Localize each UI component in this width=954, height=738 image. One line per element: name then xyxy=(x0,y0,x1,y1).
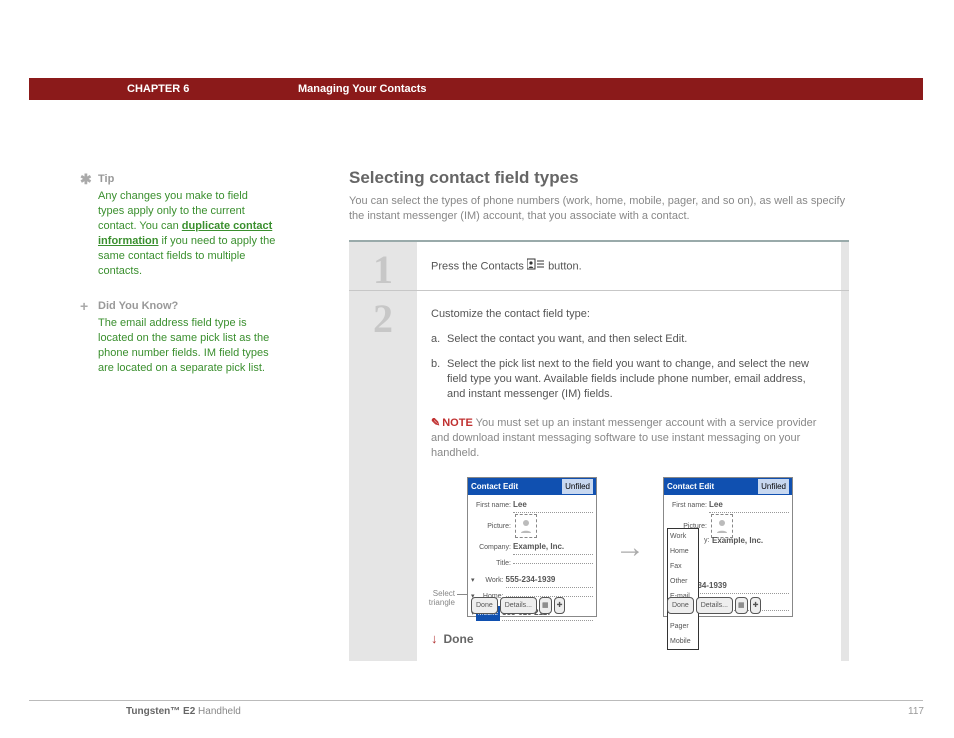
ps-title-val xyxy=(513,563,593,564)
step-1: 1 Press the Contacts button. xyxy=(349,242,849,290)
footer-page: 117 xyxy=(908,706,924,717)
dyk-body: The email address field type is located … xyxy=(98,316,276,376)
ps-plus-btn: ✚ xyxy=(554,597,566,614)
ps-company-lbl: Company: xyxy=(471,540,513,555)
footer-rest: Handheld xyxy=(195,706,241,717)
ps-note-btn-r: ▦ xyxy=(735,597,748,614)
sidebar: ✱ Tip Any changes you make to field type… xyxy=(98,172,276,396)
dd-item: Home xyxy=(668,544,698,559)
step2-a: a. Select the contact you want, and then … xyxy=(431,332,827,347)
ps-category-r: Unfiled xyxy=(758,479,789,494)
done-arrow-icon: ↓ xyxy=(431,631,438,646)
ps-title: Contact Edit xyxy=(471,479,518,494)
ps-details-btn: Details... xyxy=(500,597,537,614)
note-block: ✎NOTE You must set up an instant messeng… xyxy=(431,416,827,461)
chapter-label: CHAPTER 6 xyxy=(127,78,189,100)
ps-done-btn: Done xyxy=(471,597,498,614)
tip-heading: Tip xyxy=(98,172,276,187)
step2-b: b. Select the pick list next to the field… xyxy=(431,357,827,402)
footer-rule xyxy=(29,700,923,701)
step-number-1: 1 xyxy=(349,242,417,290)
tip-body: Any changes you make to field types appl… xyxy=(98,189,276,279)
palm-screen-left: Contact Edit Unfiled First name:Lee Pictu… xyxy=(467,477,597,617)
dyk-heading: Did You Know? xyxy=(98,299,276,314)
note-text: You must set up an instant messenger acc… xyxy=(431,417,816,459)
avatar-icon xyxy=(515,514,537,538)
note-icon: ✎ xyxy=(431,417,440,429)
ps-first-lbl: First name: xyxy=(471,498,513,513)
ps-first-r: Lee xyxy=(709,497,789,513)
asterisk-icon: ✱ xyxy=(80,172,94,187)
label-a: a. xyxy=(431,332,440,347)
footer-bold: Tungsten™ E2 xyxy=(126,706,195,717)
ps-first: Lee xyxy=(513,497,593,513)
step-2: 2 Customize the contact field type: a. Se… xyxy=(349,291,849,661)
screenshots-row: Select triangle Contact EditUnfiled Firs… xyxy=(431,477,827,617)
step1-pre: Press the Contacts xyxy=(431,260,527,272)
ps-company-r: Example, Inc. xyxy=(712,533,763,548)
ps-title-lbl: Title: xyxy=(471,556,513,571)
ps-plus-btn-r: ✚ xyxy=(750,597,762,614)
steps-container: 1 Press the Contacts button. 2 Customize… xyxy=(349,240,849,661)
tip-block: ✱ Tip Any changes you make to field type… xyxy=(98,172,276,279)
intro-text: You can select the types of phone number… xyxy=(349,194,849,224)
text-a: Select the contact you want, and then se… xyxy=(447,333,687,345)
ps-pic-lbl: Picture: xyxy=(471,519,513,534)
dd-item: Fax xyxy=(668,559,698,574)
label-b: b. xyxy=(431,357,440,372)
ps-done-btn-r: Done xyxy=(667,597,694,614)
step-1-body: Press the Contacts button. xyxy=(417,242,841,290)
arrow-icon: → xyxy=(615,540,645,555)
ps-details-btn-r: Details... xyxy=(696,597,733,614)
step2-lead: Customize the contact field type: xyxy=(431,307,827,322)
step1-post: button. xyxy=(548,260,582,272)
step-number-2: 2 xyxy=(349,291,417,661)
triangle-icon: ▾ xyxy=(471,573,475,588)
done-row: ↓ Done xyxy=(431,631,827,647)
dyk-block: + Did You Know? The email address field … xyxy=(98,299,276,376)
ps-title-r: Contact Edit xyxy=(667,479,714,494)
dd-item: Other xyxy=(668,574,698,589)
ps-y-label: y: xyxy=(704,533,709,548)
palm-screen-right: Contact EditUnfiled First name:Lee Pictu… xyxy=(663,477,793,617)
contacts-icon xyxy=(527,258,545,275)
ps-category: Unfiled xyxy=(562,479,593,494)
dd-item: Mobile xyxy=(668,634,698,649)
picklist-dropdown: Work Home Fax Other E-mail Main Pager Mo… xyxy=(667,528,699,650)
page-heading: Selecting contact field types xyxy=(349,168,849,188)
note-label: NOTE xyxy=(442,417,473,429)
ps-work: 555-234-1939 xyxy=(506,572,593,588)
step-2-body: Customize the contact field type: a. Sele… xyxy=(417,291,841,661)
plus-icon: + xyxy=(80,299,94,314)
ps-note-btn: ▦ xyxy=(539,597,552,614)
ps-first-lbl-r: First name: xyxy=(667,498,709,513)
ps-company: Example, Inc. xyxy=(513,539,593,555)
header-bar: CHAPTER 6 Managing Your Contacts xyxy=(29,78,923,100)
ps-work-lbl: Work: xyxy=(476,573,506,588)
callout-label: Select triangle xyxy=(409,589,455,607)
main-content: Selecting contact field types You can se… xyxy=(349,168,849,661)
footer-product: Tungsten™ E2 Handheld xyxy=(126,706,241,717)
text-b: Select the pick list next to the field y… xyxy=(447,358,809,400)
done-label: Done xyxy=(444,632,474,646)
dd-item: Work xyxy=(668,529,698,544)
dd-item: Pager xyxy=(668,619,698,634)
chapter-title: Managing Your Contacts xyxy=(298,78,427,100)
